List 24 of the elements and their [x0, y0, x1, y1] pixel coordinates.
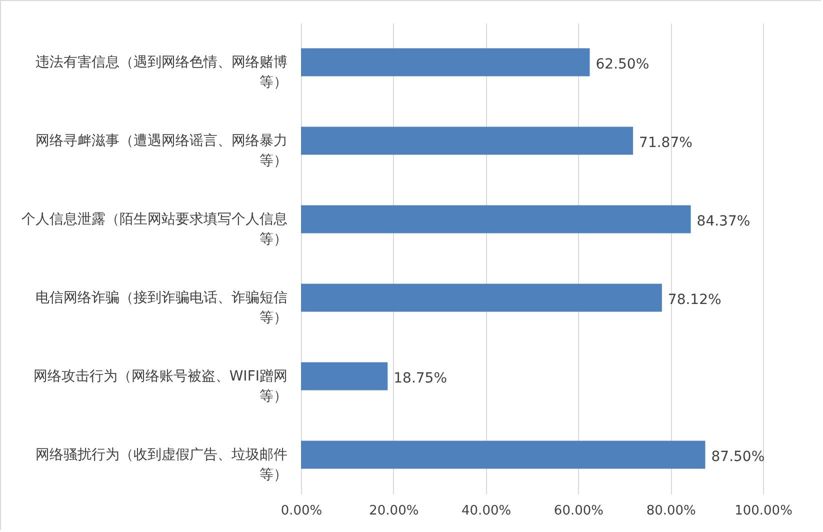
- y-tick-label: 个人信息泄露（陌生网站要求填写个人信息等）: [22, 211, 288, 248]
- data-label: 62.50%: [596, 56, 650, 72]
- x-tick-label: 60.00%: [554, 504, 604, 518]
- y-tick-label: 网络骚扰行为（收到虚假广告、垃圾邮件等）: [36, 446, 288, 483]
- bar: [301, 362, 388, 390]
- y-tick-label: 电信网络诈骗（接到诈骗电话、诈骗短信等）: [36, 290, 288, 326]
- x-tick-label: 20.00%: [369, 504, 419, 518]
- data-label: 18.75%: [394, 370, 448, 386]
- x-tick-label: 0.00%: [280, 504, 322, 518]
- data-label: 78.12%: [668, 292, 722, 308]
- bar: [301, 205, 691, 234]
- data-label: 87.50%: [711, 448, 765, 465]
- bar: [301, 284, 662, 312]
- bar: [301, 126, 634, 155]
- x-tick-label: 100.00%: [734, 504, 792, 518]
- data-label: 84.37%: [696, 213, 750, 230]
- x-tick-label: 80.00%: [646, 504, 696, 518]
- y-tick-label: 网络攻击行为（网络账号被盗、WIFI蹭网等）: [33, 368, 288, 404]
- data-label: 71.87%: [639, 134, 692, 151]
- y-tick-label: 违法有害信息（遇到网络色情、网络赌博等）: [36, 54, 288, 90]
- y-tick-label: 网络寻衅滋事（遭遇网络谣言、网络暴力等）: [36, 132, 288, 169]
- bar: [301, 48, 590, 76]
- bar: [301, 440, 706, 469]
- x-tick-label: 40.00%: [462, 504, 512, 518]
